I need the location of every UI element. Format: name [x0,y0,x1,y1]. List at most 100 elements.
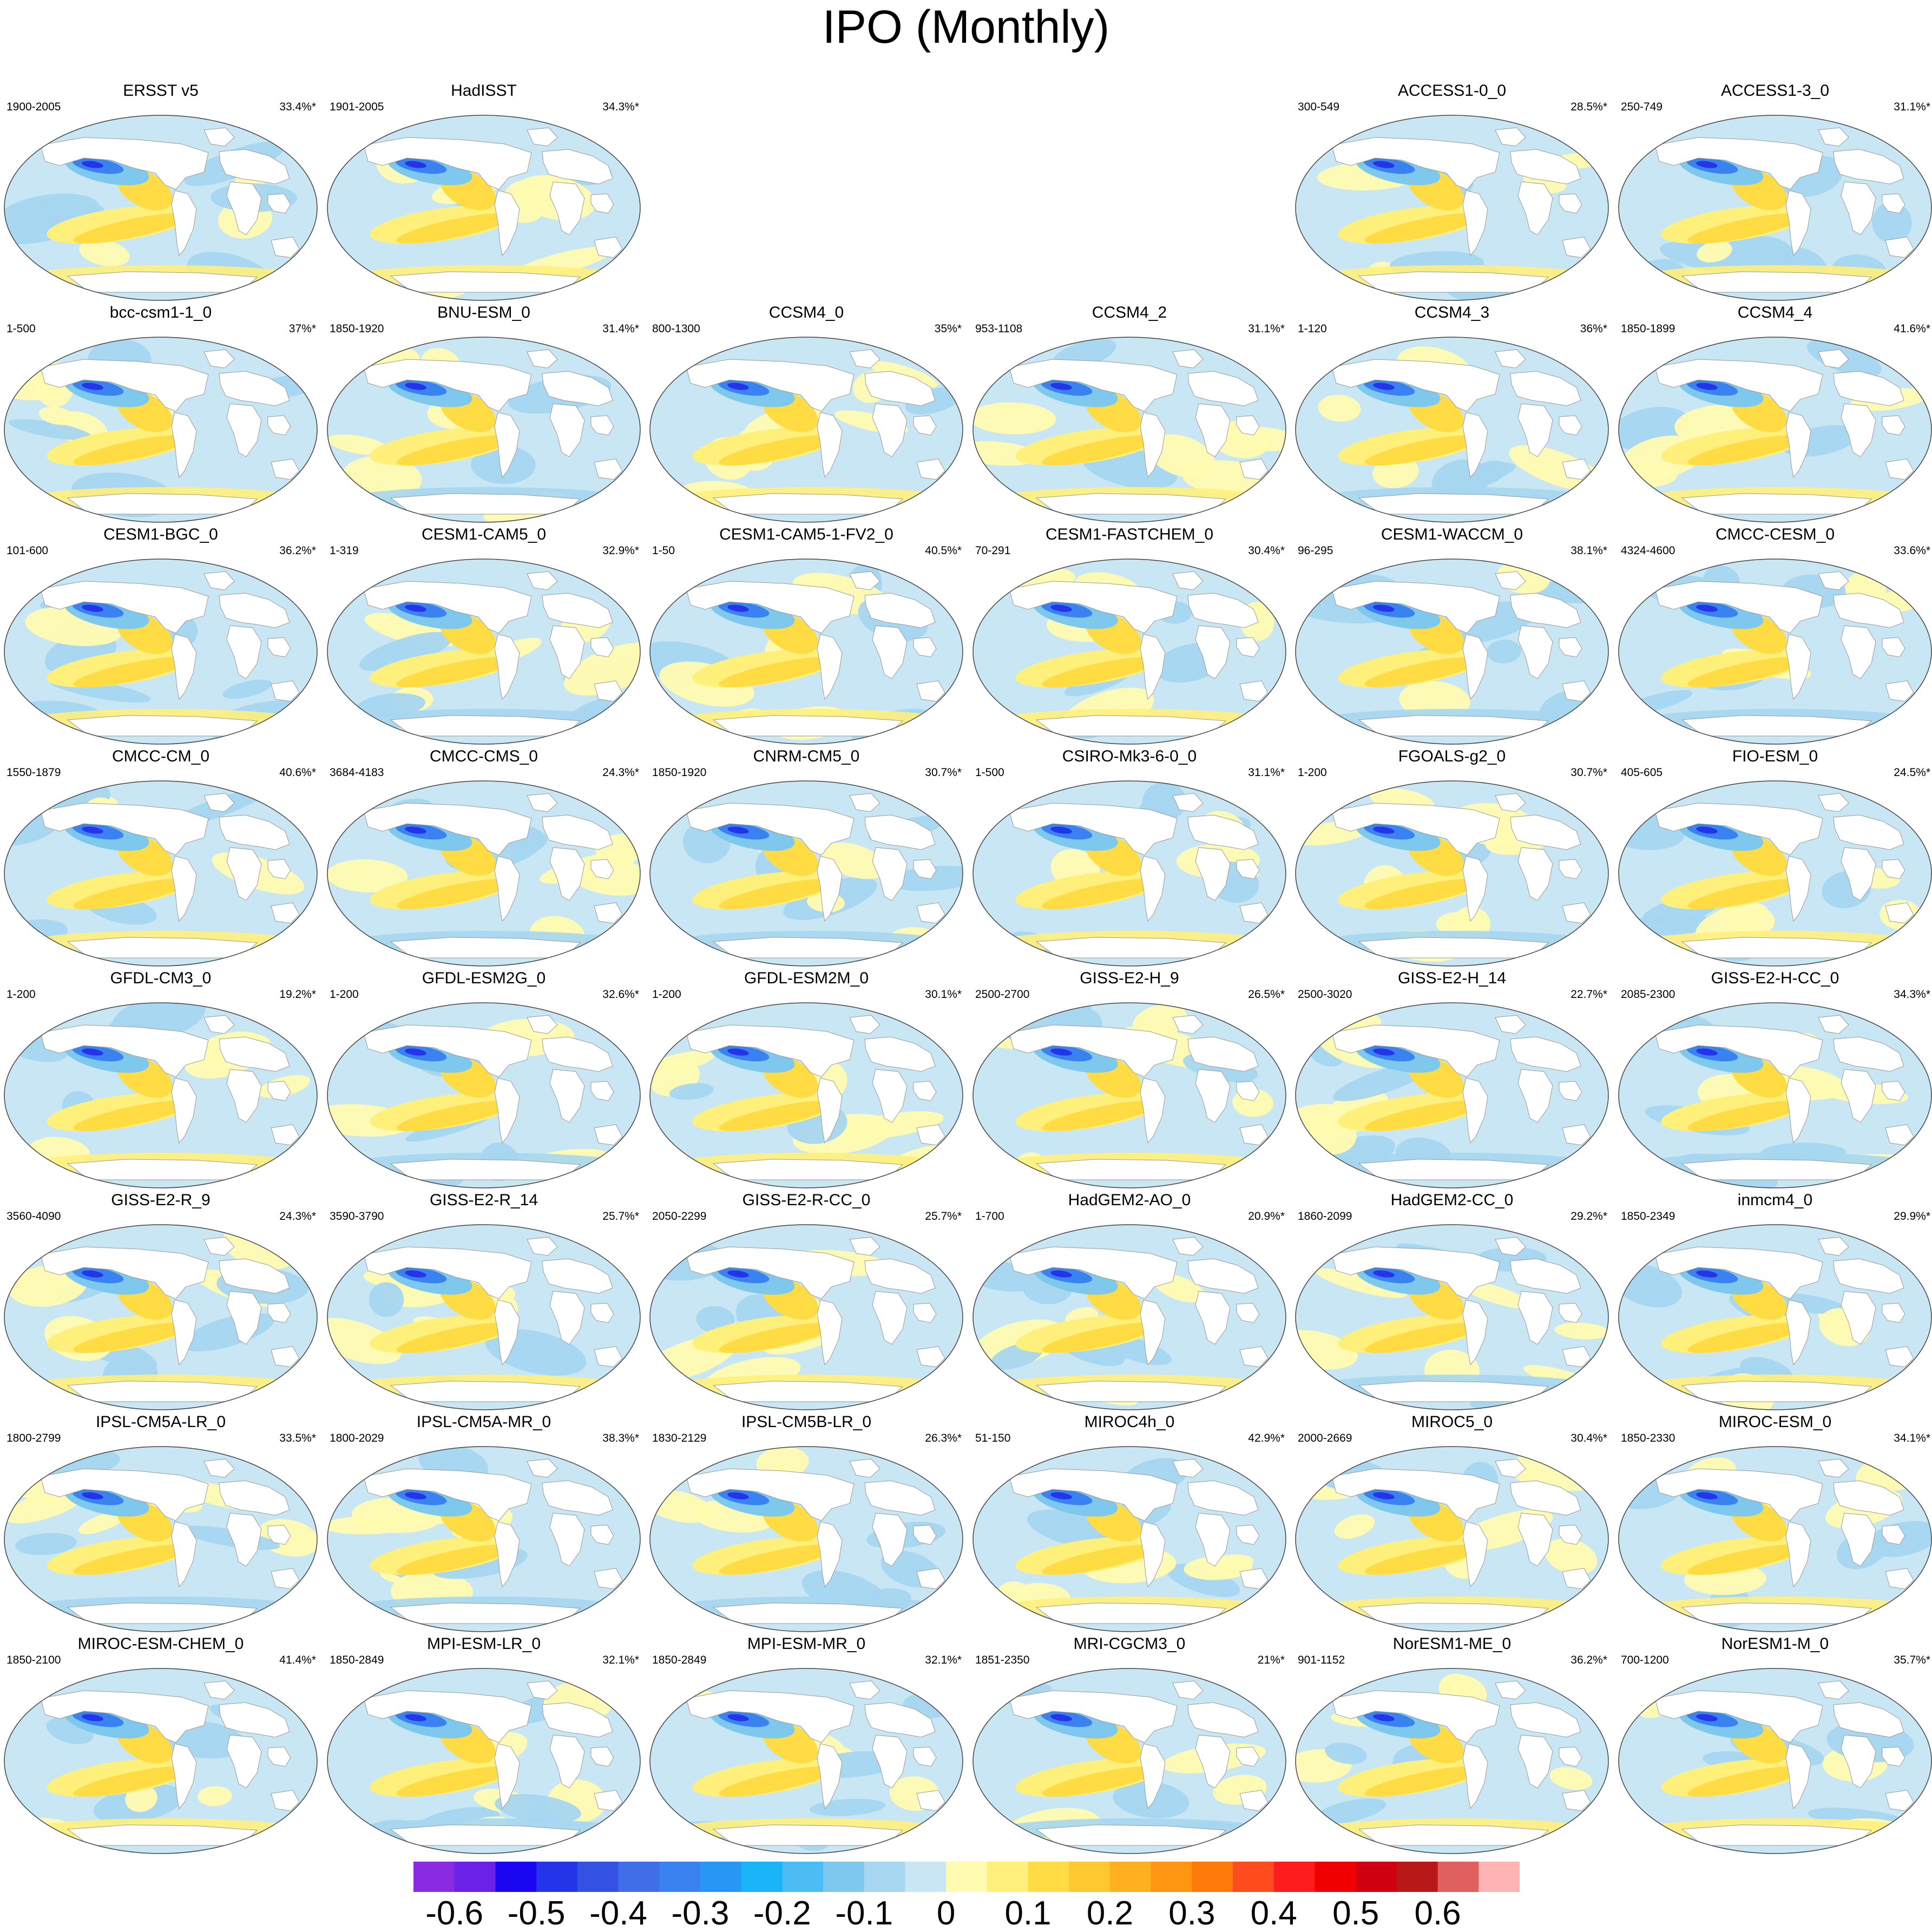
map-boundary [972,1002,1286,1188]
land-mass [1462,1521,1488,1588]
land-mass [817,634,843,700]
map-panel-ccsm4-2: CCSM4_2 953-1108 31.1%* [969,303,1290,525]
colorbar-tick-label: -0.2 [753,1895,811,1932]
land-mass [1818,793,1849,812]
map-panel-giss-e2-h-9: GISS-E2-H_9 2500-2700 26.5%* [969,969,1290,1191]
tropical-pacific-warm-core [1687,213,1804,244]
panel-map [971,1001,1287,1190]
land-mass [1358,1602,1549,1624]
panel-period: 1-50 [652,544,675,557]
land-mass [1510,1258,1581,1294]
land-mass [542,1036,613,1072]
land-mass [594,458,623,480]
land-mass [549,1513,585,1567]
land-mass [203,349,235,369]
land-mass [219,1702,290,1738]
land-mass [849,571,880,590]
north-pacific-cold-peak [727,1270,749,1278]
map-panel-cesm1-fastchem-0: CESM1-FASTCHEM_0 70-291 30.4%* [969,525,1290,747]
land-mass [1035,1159,1227,1180]
land-mass [1239,902,1269,924]
map-boundary [1618,337,1932,523]
panel-variance: 31.1%* [1894,101,1930,113]
north-pacific-cold-peak [405,1714,426,1721]
map-panel-ersst-v5: ERSST v5 1900-2005 33.4%* [0,81,321,303]
land-mass [1841,847,1876,901]
panel-variance: 32.6%* [602,988,639,1001]
colorbar-bin [782,1862,824,1892]
panel-variance: 30.7%* [1570,766,1607,779]
land-mass [1236,415,1260,436]
land-mass [686,359,855,412]
land-mass [1818,127,1849,147]
map-panel-mpi-esm-mr-0: MPI-ESM-MR_0 1850-2849 32.1%* [646,1634,967,1856]
map-panel-access1-3-0: ACCESS1-3_0 250-749 31.1%* [1614,81,1932,303]
colorbar-bin [1273,1862,1315,1892]
sst-anomaly-patch [1549,1767,1593,1790]
panel-variance: 40.6%* [279,766,316,779]
tropical-pacific-warm-core [1364,1544,1481,1575]
land-mass [1882,415,1905,436]
colorbar-labels: -0.6 -0.5 -0.4 -0.3 -0.2 -0.1 0 0.1 0.2 0.3 0.4 0.5… [413,1896,1520,1931]
sst-anomaly-patch [1132,1004,1187,1039]
panel-variance: 33.5%* [279,1432,316,1444]
land-mass [527,1237,558,1256]
panel-variance: 21%* [1257,1654,1285,1666]
map-boundary [327,558,641,745]
land-mass [913,1524,937,1545]
panel-period: 2000-2669 [1298,1432,1352,1444]
land-mass [1517,1513,1553,1567]
sst-anomaly-patch [15,1533,77,1555]
panel-map [1617,779,1932,968]
land-mass [1882,1081,1905,1101]
colorbar-bin [1356,1862,1397,1892]
land-mass [1562,458,1591,480]
north-pacific-cold-peak [82,826,103,834]
land-mass [67,937,258,958]
map-boundary [4,1446,318,1632]
land-mass [549,1069,585,1123]
land-mass [594,902,623,924]
land-mass [1495,127,1526,147]
land-mass [590,1081,614,1101]
panel-map [1294,336,1610,524]
land-mass [1331,1690,1500,1743]
land-mass [1510,814,1581,850]
map-panel-cmcc-cm-0: CMCC-CM_0 1550-1879 40.6%* [0,747,321,969]
land-mass [67,1159,258,1180]
tropical-pacific-warm-core [73,1322,190,1353]
land-mass [171,1077,197,1144]
land-mass [1882,1524,1905,1545]
north-pacific-cold-peak [1050,1270,1072,1278]
north-pacific-cold-peak [405,1492,426,1500]
land-mass [1195,403,1231,457]
land-mass [203,1458,235,1478]
sst-anomaly-patch [885,865,963,891]
panel-title: ERSST v5 [123,82,199,100]
land-mass [594,680,623,702]
land-mass [203,1680,235,1700]
panel-period: 1850-2849 [652,1654,707,1666]
sst-anomaly-patch [1697,241,1732,263]
map-boundary [972,1446,1286,1632]
panel-variance: 35%* [934,323,962,335]
land-mass [267,1746,291,1767]
panel-title: MIROC-ESM_0 [1718,1413,1832,1431]
colorbar-bin [741,1862,783,1892]
land-mass [1035,1381,1227,1402]
sst-anomaly-patch [1872,202,1912,244]
land-mass [1510,1480,1581,1516]
colorbar-tick-label: 0.6 [1414,1895,1461,1932]
land-mass [1841,625,1876,679]
north-pacific-cold-peak [1050,383,1072,390]
colorbar-bin [1192,1862,1233,1892]
map-boundary [649,1002,963,1188]
land-mass [171,412,197,478]
north-pacific-cold-peak [727,826,749,834]
panel-title: MPI-ESM-MR_0 [747,1635,866,1653]
land-mass [1833,814,1904,850]
panel-title: CESM1-CAM5_0 [421,525,547,543]
panel-title: CCSM4_0 [768,304,844,321]
sst-anomaly-patch [327,1516,412,1535]
land-mass [1833,593,1904,628]
